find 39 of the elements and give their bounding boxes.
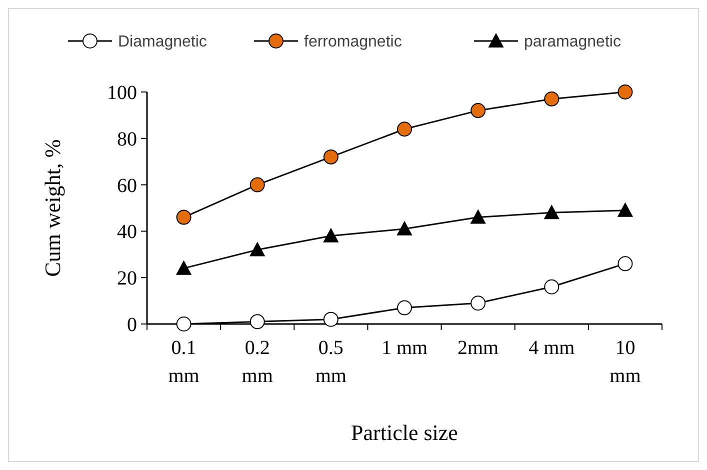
point <box>397 221 412 236</box>
y-tick-label: 20 <box>117 268 137 290</box>
x-tick-label: 0.5 mm <box>315 337 347 387</box>
legend-label: paramagnetic <box>524 34 621 51</box>
x-axis-title: Particle size <box>351 420 458 445</box>
point <box>323 149 338 164</box>
point <box>544 205 560 220</box>
point <box>618 256 633 272</box>
x-tick-label: 10 mm <box>610 337 642 387</box>
point <box>470 296 486 311</box>
y-axis-title: Cum weight, % <box>40 139 65 277</box>
legend-label: ferromagnetic <box>304 34 402 51</box>
legend-label: Diamagnetic <box>118 34 207 51</box>
point <box>544 279 560 294</box>
y-tick-label: 60 <box>117 174 137 197</box>
point <box>544 91 560 106</box>
point <box>470 210 486 224</box>
point <box>250 314 265 330</box>
x-tick-label: 4 mm <box>528 337 576 359</box>
x-tick-label: 2mm <box>458 337 500 359</box>
point <box>618 202 633 217</box>
point <box>397 122 412 137</box>
point <box>250 242 265 256</box>
y-tick-label: 40 <box>117 221 137 244</box>
point <box>176 210 192 225</box>
point <box>176 316 192 332</box>
point <box>250 177 265 192</box>
point <box>470 103 486 118</box>
x-tick-label: 0.2 mm <box>242 337 274 387</box>
point <box>397 300 412 316</box>
y-tick-label: 80 <box>117 128 137 150</box>
x-tick-label: 0.1 mm <box>168 337 200 387</box>
point <box>323 312 338 327</box>
point <box>176 260 192 275</box>
point <box>323 228 338 242</box>
x-tick-label: 1 mm <box>381 337 428 359</box>
y-tick-label: 0 <box>127 314 137 336</box>
y-tick-label: 100 <box>107 82 137 104</box>
point <box>618 84 633 100</box>
